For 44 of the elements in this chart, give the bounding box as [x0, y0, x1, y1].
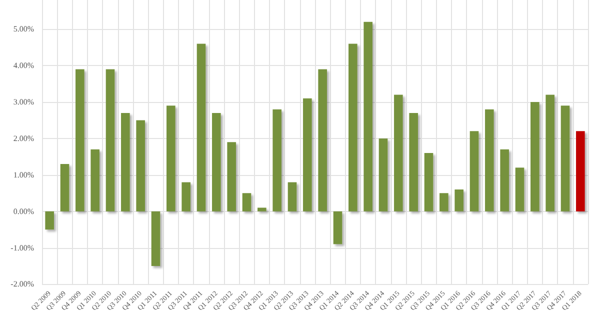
- bar: [182, 182, 190, 212]
- bar: [90, 149, 100, 212]
- bar: [196, 44, 206, 212]
- bar: [166, 106, 176, 212]
- bar: [454, 189, 464, 212]
- bar: [348, 44, 358, 212]
- bar: [106, 69, 115, 212]
- bar: [121, 112, 130, 212]
- bar: [212, 112, 221, 212]
- bar: [409, 112, 418, 212]
- bar: [470, 131, 479, 212]
- bar: [60, 164, 70, 212]
- bar: [440, 193, 448, 212]
- bar: [318, 69, 327, 212]
- y-tick-label: -2.00%: [10, 280, 34, 289]
- y-tick-label: 5.00%: [13, 24, 34, 34]
- bar: [364, 22, 372, 212]
- bar: [500, 149, 509, 212]
- bar: [560, 106, 570, 212]
- bar: [242, 193, 252, 212]
- bar: [76, 69, 84, 212]
- y-tick-label: 2.00%: [13, 134, 34, 143]
- y-tick-label: 1.00%: [13, 170, 34, 180]
- bar: [485, 109, 494, 212]
- y-tick-label: 3.00%: [13, 98, 34, 107]
- bar: [272, 109, 282, 212]
- bar: [288, 182, 297, 212]
- bar: [515, 168, 524, 212]
- bar: [394, 94, 403, 212]
- bar: [45, 211, 54, 230]
- y-tick-label: 4.00%: [13, 61, 34, 70]
- bar: [576, 131, 585, 212]
- bar: [333, 211, 342, 244]
- bar: [258, 208, 266, 212]
- bar: [378, 138, 388, 212]
- bar: [227, 142, 236, 212]
- bar: [530, 102, 540, 212]
- bar: [546, 94, 554, 212]
- bar: [424, 153, 434, 212]
- y-tick-label: -1.00%: [10, 243, 34, 252]
- bar: [151, 211, 160, 266]
- y-tick-label: 0.00%: [13, 206, 34, 216]
- bar: [136, 120, 145, 212]
- bar: [303, 98, 312, 212]
